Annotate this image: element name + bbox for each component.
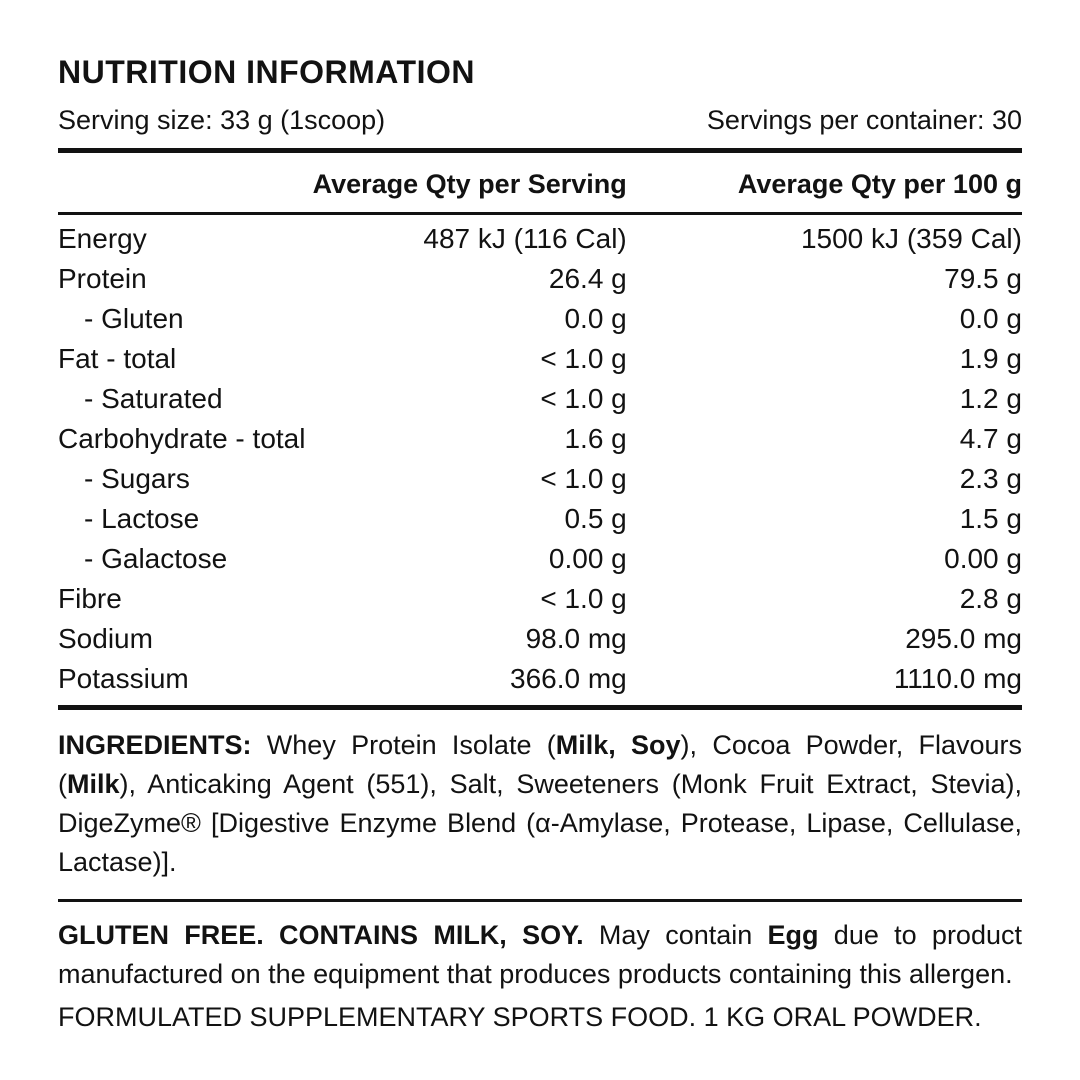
qty-per-100g: 2.8 g — [959, 583, 1022, 614]
table-row: - Saturated < 1.0 g 1.2 g — [58, 379, 1022, 419]
qty-per-100g: 4.7 g — [959, 423, 1022, 454]
table-row: Sodium 98.0 mg 295.0 mg — [58, 619, 1022, 659]
nutrient-name: - Gluten — [84, 303, 184, 334]
table-row: Fat - total < 1.0 g 1.9 g — [58, 339, 1022, 379]
table-row: - Gluten 0.0 g 0.0 g — [58, 299, 1022, 339]
serving-info-row: Serving size: 33 g (1scoop) Servings per… — [58, 105, 1022, 136]
divider-top — [58, 148, 1022, 153]
table-row: Potassium 366.0 mg 1110.0 mg — [58, 659, 1022, 699]
qty-per-serving: 366.0 mg — [510, 663, 627, 694]
qty-per-serving: < 1.0 g — [540, 583, 627, 614]
table-row: - Sugars < 1.0 g 2.3 g — [58, 459, 1022, 499]
qty-per-100g: 79.5 g — [944, 263, 1022, 294]
nutrient-name: Fibre — [58, 583, 122, 614]
qty-per-serving: 0.5 g — [564, 503, 627, 534]
ingredients-paragraph: INGREDIENTS: Whey Protein Isolate (Milk,… — [58, 730, 1023, 878]
table-row: - Lactose 0.5 g 1.5 g — [58, 499, 1022, 539]
qty-per-serving: 487 kJ (116 Cal) — [423, 223, 627, 254]
qty-per-serving: 1.6 g — [564, 423, 627, 454]
nutrient-name: - Galactose — [84, 543, 228, 574]
qty-per-100g: 0.00 g — [944, 543, 1022, 574]
nutrient-name: Carbohydrate - total — [58, 423, 306, 454]
qty-per-100g: 1500 kJ (359 Cal) — [800, 223, 1022, 254]
table-row: - Galactose 0.00 g 0.00 g — [58, 539, 1022, 579]
allergen-paragraph: GLUTEN FREE. CONTAINS MILK, SOY. May con… — [58, 919, 1022, 989]
nutrient-name: Protein — [58, 263, 147, 294]
nutrient-name: - Lactose — [84, 503, 200, 534]
footer-statement: FORMULATED SUPPLEMENTARY SPORTS FOOD. 1 … — [58, 1001, 982, 1032]
table-row: Fibre < 1.0 g 2.8 g — [58, 579, 1022, 619]
col-header-per-100g: Average Qty per 100 g — [737, 169, 1022, 199]
divider-under-table — [58, 705, 1022, 710]
qty-per-serving: 26.4 g — [548, 263, 627, 294]
servings-per-container: Servings per container: 30 — [706, 105, 1022, 135]
nutrient-name: Energy — [58, 223, 147, 254]
qty-per-serving: 0.0 g — [564, 303, 627, 334]
qty-per-100g: 295.0 mg — [905, 623, 1022, 654]
table-row: Protein 26.4 g 79.5 g — [58, 259, 1022, 299]
qty-per-100g: 0.0 g — [959, 303, 1022, 334]
nutrition-title: NUTRITION INFORMATION — [58, 54, 475, 90]
nutrient-name: Fat - total — [58, 343, 177, 374]
table-row: Energy 487 kJ (116 Cal) 1500 kJ (359 Cal… — [58, 219, 1022, 259]
nutrient-name: Sodium — [58, 623, 153, 654]
qty-per-100g: 1110.0 mg — [893, 663, 1022, 694]
qty-per-serving: < 1.0 g — [540, 463, 627, 494]
qty-per-100g: 1.9 g — [959, 343, 1022, 374]
qty-per-serving: < 1.0 g — [540, 343, 627, 374]
qty-per-serving: < 1.0 g — [540, 383, 627, 414]
nutrient-name: - Saturated — [84, 383, 223, 414]
qty-per-serving: 0.00 g — [548, 543, 627, 574]
qty-per-serving: 98.0 mg — [525, 623, 627, 654]
qty-per-100g: 1.2 g — [959, 383, 1022, 414]
qty-per-100g: 2.3 g — [959, 463, 1022, 494]
divider-under-header — [58, 212, 1022, 215]
nutrient-name: - Sugars — [84, 463, 190, 494]
nutrient-name: Potassium — [58, 663, 189, 694]
col-header-per-serving: Average Qty per Serving — [312, 169, 627, 199]
table-header-row: Average Qty per Serving Average Qty per … — [58, 153, 1022, 212]
qty-per-100g: 1.5 g — [959, 503, 1022, 534]
serving-size: Serving size: 33 g (1scoop) — [58, 105, 386, 135]
divider-under-ingredients — [58, 898, 1022, 902]
nutrition-table: Energy 487 kJ (116 Cal) 1500 kJ (359 Cal… — [58, 215, 1022, 705]
table-row: Carbohydrate - total 1.6 g 4.7 g — [58, 419, 1022, 459]
